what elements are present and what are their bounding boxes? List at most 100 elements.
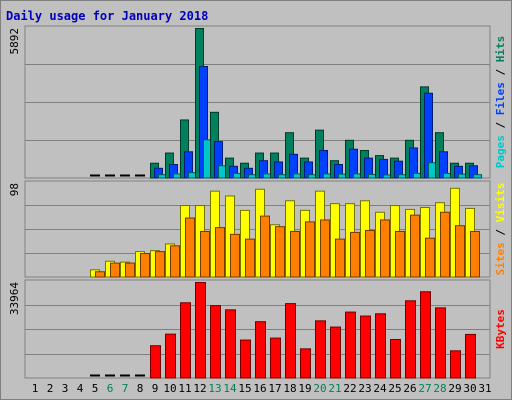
bar-sites (230, 233, 240, 278)
bar-kbytes (255, 321, 266, 379)
x-tick-label: 28 (433, 382, 446, 395)
y-max-label: 98 (8, 183, 21, 196)
legend-segment: Hits (494, 36, 507, 63)
legend-segment: / (494, 62, 507, 82)
x-tick-label: 3 (62, 382, 69, 395)
bar-sites (185, 217, 195, 278)
bar-sites (170, 245, 180, 278)
x-tick-label: 24 (373, 382, 387, 395)
bar-sites (425, 237, 435, 278)
chart-panels: 5892 Pages / Files / Hits 98 Sites / Visits… (8, 25, 507, 379)
series-legend-label: Sites / Visits (494, 183, 507, 276)
bar-kbytes (450, 350, 461, 379)
chart-title: Daily usage for January 2018 (6, 9, 208, 23)
x-tick-label: 12 (193, 382, 206, 395)
bar-kbytes (270, 337, 281, 379)
y-max-label: 33964 (8, 282, 21, 315)
bar-kbytes (195, 282, 206, 379)
bar-sites (275, 226, 285, 278)
panel-visits-sites: 98 Sites / Visits (8, 180, 507, 278)
bar-kbytes (330, 326, 341, 379)
bar-kbytes (420, 291, 431, 379)
bar-sites (125, 262, 135, 278)
x-tick-label: 5 (92, 382, 99, 395)
x-tick-label: 7 (122, 382, 129, 395)
x-tick-label: 13 (208, 382, 221, 395)
y-max-label: 5892 (8, 28, 21, 55)
bar-sites (200, 230, 210, 278)
x-tick-label: 8 (137, 382, 144, 395)
bar-sites (335, 238, 345, 278)
x-tick-label: 26 (403, 382, 416, 395)
bar-kbytes (150, 345, 161, 379)
legend-segment: / (494, 222, 507, 242)
bar-kbytes (390, 338, 401, 379)
bar-kbytes (435, 307, 446, 379)
bar-sites (110, 262, 120, 278)
bar-sites (410, 214, 420, 278)
x-tick-label: 1 (32, 382, 39, 395)
series-legend-label: KBytes (494, 309, 507, 349)
legend-segment: Sites (494, 242, 507, 275)
x-tick-label: 18 (283, 382, 296, 395)
x-tick-label: 16 (253, 382, 266, 395)
bar-pages (473, 174, 482, 179)
bar-sites (350, 231, 360, 278)
x-axis-labels: 1 2 3 4 5 6 7 8 9 10 11 12 13 14 15 16 17 18 19 20 21 22 23 24 2… (32, 382, 492, 395)
x-tick-label: 29 (448, 382, 461, 395)
bar-sites (440, 211, 450, 278)
bar-sites (260, 215, 270, 278)
bar-sites (305, 221, 315, 278)
bar-kbytes (285, 303, 296, 379)
x-tick-label: 19 (298, 382, 311, 395)
legend-segment: Visits (494, 183, 507, 223)
bar-kbytes (465, 333, 476, 379)
x-tick-label: 4 (77, 382, 84, 395)
x-tick-label: 6 (107, 382, 114, 395)
x-tick-label: 21 (328, 382, 341, 395)
bar-sites (320, 219, 330, 278)
bar-kbytes (180, 302, 191, 379)
bar-sites (470, 230, 480, 278)
x-tick-label: 2 (47, 382, 54, 395)
x-tick-label: 10 (163, 382, 176, 395)
legend-segment: Pages (494, 135, 507, 168)
series-legend-label: Pages / Files / Hits (494, 36, 507, 169)
x-tick-label: 11 (178, 382, 191, 395)
x-tick-label: 14 (223, 382, 237, 395)
bar-kbytes (345, 311, 356, 379)
bar-sites (155, 251, 165, 278)
bar-kbytes (240, 339, 251, 379)
bar-sites (290, 230, 300, 278)
bar-kbytes (210, 305, 221, 379)
x-tick-label: 25 (388, 382, 401, 395)
bar-sites (455, 225, 465, 278)
bar-kbytes (165, 333, 176, 379)
x-tick-label: 9 (152, 382, 159, 395)
x-tick-label: 30 (463, 382, 476, 395)
bar-sites (95, 271, 105, 278)
bar-kbytes (315, 320, 326, 379)
x-tick-label: 23 (358, 382, 371, 395)
x-tick-label: 15 (238, 382, 251, 395)
bar-kbytes (405, 300, 416, 379)
bar-kbytes (360, 315, 371, 379)
legend-segment: / (494, 115, 507, 135)
legend-segment: Files (494, 82, 507, 115)
x-tick-label: 17 (268, 382, 281, 395)
bar-sites (140, 253, 150, 278)
panel-kbytes: 33964 KBytes (8, 279, 507, 379)
x-tick-label: 22 (343, 382, 356, 395)
bar-sites (395, 230, 405, 278)
bar-sites (365, 230, 375, 278)
x-tick-label: 31 (478, 382, 491, 395)
bar-sites (215, 227, 225, 278)
bar-sites (380, 219, 390, 278)
panel-hits-files-pages: 5892 Pages / Files / Hits (8, 25, 507, 179)
bar-kbytes (300, 348, 311, 379)
bar-kbytes (225, 309, 236, 379)
x-tick-label: 27 (418, 382, 431, 395)
legend-segment: KBytes (494, 309, 507, 349)
x-tick-label: 20 (313, 382, 326, 395)
